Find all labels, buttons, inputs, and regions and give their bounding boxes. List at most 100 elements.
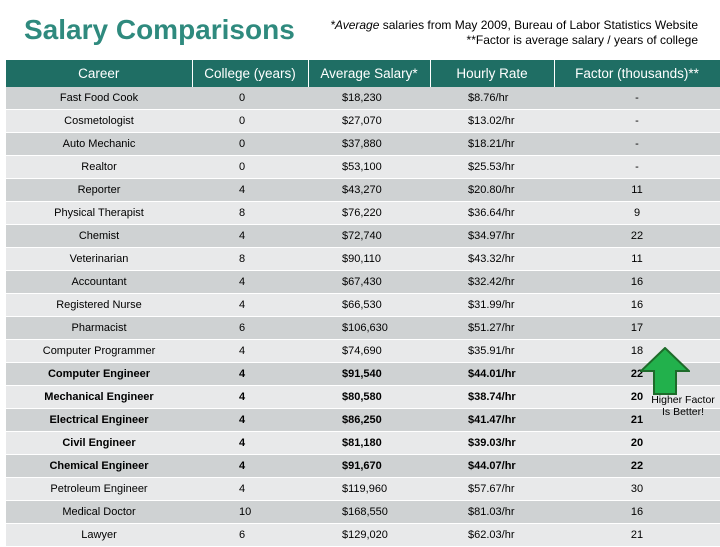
career-cell: Mechanical Engineer bbox=[6, 385, 192, 409]
hourly-rate-cell: $39.03/hr bbox=[430, 431, 554, 455]
hourly-rate-cell: $13.02/hr bbox=[430, 109, 554, 133]
up-arrow-icon bbox=[640, 347, 690, 395]
career-cell: Registered Nurse bbox=[6, 293, 192, 317]
college-years-cell: 4 bbox=[192, 224, 308, 248]
average-label: *Average bbox=[330, 18, 380, 32]
table-row: Auto Mechanic 0 $37,880 $18.21/hr - bbox=[6, 132, 720, 156]
hourly-rate-cell: $57.67/hr bbox=[430, 477, 554, 501]
career-cell: Chemical Engineer bbox=[6, 454, 192, 478]
college-years-cell: 4 bbox=[192, 454, 308, 478]
table-row: Chemist 4 $72,740 $34.97/hr 22 bbox=[6, 224, 720, 248]
career-cell: Petroleum Engineer bbox=[6, 477, 192, 501]
salary-cell: $129,020 bbox=[308, 523, 430, 547]
header-average-salary: Average Salary* bbox=[308, 60, 431, 87]
hourly-rate-cell: $20.80/hr bbox=[430, 178, 554, 202]
table-header-row: Career College (years) Average Salary* H… bbox=[6, 60, 720, 87]
career-cell: Computer Programmer bbox=[6, 339, 192, 363]
college-years-cell: 8 bbox=[192, 247, 308, 271]
hourly-rate-cell: $44.01/hr bbox=[430, 362, 554, 386]
factor-cell: 11 bbox=[554, 247, 720, 271]
career-cell: Veterinarian bbox=[6, 247, 192, 271]
salary-cell: $91,670 bbox=[308, 454, 430, 478]
salary-cell: $72,740 bbox=[308, 224, 430, 248]
header-college-years: College (years) bbox=[192, 60, 309, 87]
salary-cell: $81,180 bbox=[308, 431, 430, 455]
salary-cell: $74,690 bbox=[308, 339, 430, 363]
college-years-cell: 4 bbox=[192, 431, 308, 455]
source-notes: *Average salaries from May 2009, Bureau … bbox=[330, 18, 698, 48]
factor-cell: 22 bbox=[554, 362, 720, 386]
header-career: Career bbox=[6, 60, 193, 87]
factor-cell: 20 bbox=[554, 431, 720, 455]
factor-cell: 17 bbox=[554, 316, 720, 340]
table-row: Medical Doctor 10 $168,550 $81.03/hr 16 bbox=[6, 500, 720, 524]
higher-factor-callout: Higher Factor Is Better! bbox=[646, 394, 720, 418]
salary-cell: $43,270 bbox=[308, 178, 430, 202]
career-cell: Electrical Engineer bbox=[6, 408, 192, 432]
hourly-rate-cell: $51.27/hr bbox=[430, 316, 554, 340]
table-row: Pharmacist 6 $106,630 $51.27/hr 17 bbox=[6, 316, 720, 340]
career-cell: Pharmacist bbox=[6, 316, 192, 340]
hourly-rate-cell: $38.74/hr bbox=[430, 385, 554, 409]
table-row: Veterinarian 8 $90,110 $43.32/hr 11 bbox=[6, 247, 720, 271]
salary-cell: $53,100 bbox=[308, 155, 430, 179]
college-years-cell: 6 bbox=[192, 316, 308, 340]
salary-cell: $90,110 bbox=[308, 247, 430, 271]
callout-line2: Is Better! bbox=[661, 406, 704, 418]
salary-cell: $86,250 bbox=[308, 408, 430, 432]
table-row: Mechanical Engineer 4 $80,580 $38.74/hr 20 bbox=[6, 385, 720, 409]
table-row: Fast Food Cook 0 $18,230 $8.76/hr - bbox=[6, 87, 720, 110]
salary-cell: $66,530 bbox=[308, 293, 430, 317]
table-row: Lawyer 6 $129,020 $62.03/hr 21 bbox=[6, 523, 720, 547]
factor-note: **Factor is average salary / years of co… bbox=[466, 33, 698, 47]
salary-cell: $80,580 bbox=[308, 385, 430, 409]
hourly-rate-cell: $8.76/hr bbox=[430, 87, 554, 110]
career-cell: Lawyer bbox=[6, 523, 192, 547]
career-cell: Civil Engineer bbox=[6, 431, 192, 455]
salary-table: Career College (years) Average Salary* H… bbox=[6, 60, 720, 547]
table-row: Civil Engineer 4 $81,180 $39.03/hr 20 bbox=[6, 431, 720, 455]
factor-cell: 20 bbox=[554, 385, 720, 409]
salary-cell: $67,430 bbox=[308, 270, 430, 294]
college-years-cell: 0 bbox=[192, 155, 308, 179]
factor-cell: - bbox=[554, 132, 720, 156]
table-row: Cosmetologist 0 $27,070 $13.02/hr - bbox=[6, 109, 720, 133]
career-cell: Accountant bbox=[6, 270, 192, 294]
career-cell: Medical Doctor bbox=[6, 500, 192, 524]
college-years-cell: 4 bbox=[192, 408, 308, 432]
college-years-cell: 0 bbox=[192, 109, 308, 133]
career-cell: Fast Food Cook bbox=[6, 87, 192, 110]
salary-cell: $76,220 bbox=[308, 201, 430, 225]
hourly-rate-cell: $31.99/hr bbox=[430, 293, 554, 317]
college-years-cell: 8 bbox=[192, 201, 308, 225]
table-row: Petroleum Engineer 4 $119,960 $57.67/hr 30 bbox=[6, 477, 720, 501]
college-years-cell: 0 bbox=[192, 87, 308, 110]
college-years-cell: 4 bbox=[192, 293, 308, 317]
table-row: Chemical Engineer 4 $91,670 $44.07/hr 22 bbox=[6, 454, 720, 478]
career-cell: Computer Engineer bbox=[6, 362, 192, 386]
career-cell: Cosmetologist bbox=[6, 109, 192, 133]
hourly-rate-cell: $43.32/hr bbox=[430, 247, 554, 271]
factor-cell: - bbox=[554, 87, 720, 110]
table-row: Accountant 4 $67,430 $32.42/hr 16 bbox=[6, 270, 720, 294]
factor-cell: 16 bbox=[554, 500, 720, 524]
table-row: Reporter 4 $43,270 $20.80/hr 11 bbox=[6, 178, 720, 202]
salary-cell: $18,230 bbox=[308, 87, 430, 110]
factor-cell: 21 bbox=[554, 523, 720, 547]
career-cell: Auto Mechanic bbox=[6, 132, 192, 156]
college-years-cell: 4 bbox=[192, 339, 308, 363]
callout-line1: Higher Factor bbox=[651, 394, 715, 406]
header-factor: Factor (thousands)** bbox=[554, 60, 720, 87]
salary-cell: $168,550 bbox=[308, 500, 430, 524]
college-years-cell: 4 bbox=[192, 270, 308, 294]
college-years-cell: 4 bbox=[192, 178, 308, 202]
factor-cell: 16 bbox=[554, 270, 720, 294]
hourly-rate-cell: $36.64/hr bbox=[430, 201, 554, 225]
factor-cell: 11 bbox=[554, 178, 720, 202]
career-cell: Realtor bbox=[6, 155, 192, 179]
factor-cell: 18 bbox=[554, 339, 720, 363]
table-row: Registered Nurse 4 $66,530 $31.99/hr 16 bbox=[6, 293, 720, 317]
college-years-cell: 6 bbox=[192, 523, 308, 547]
salary-cell: $27,070 bbox=[308, 109, 430, 133]
hourly-rate-cell: $44.07/hr bbox=[430, 454, 554, 478]
